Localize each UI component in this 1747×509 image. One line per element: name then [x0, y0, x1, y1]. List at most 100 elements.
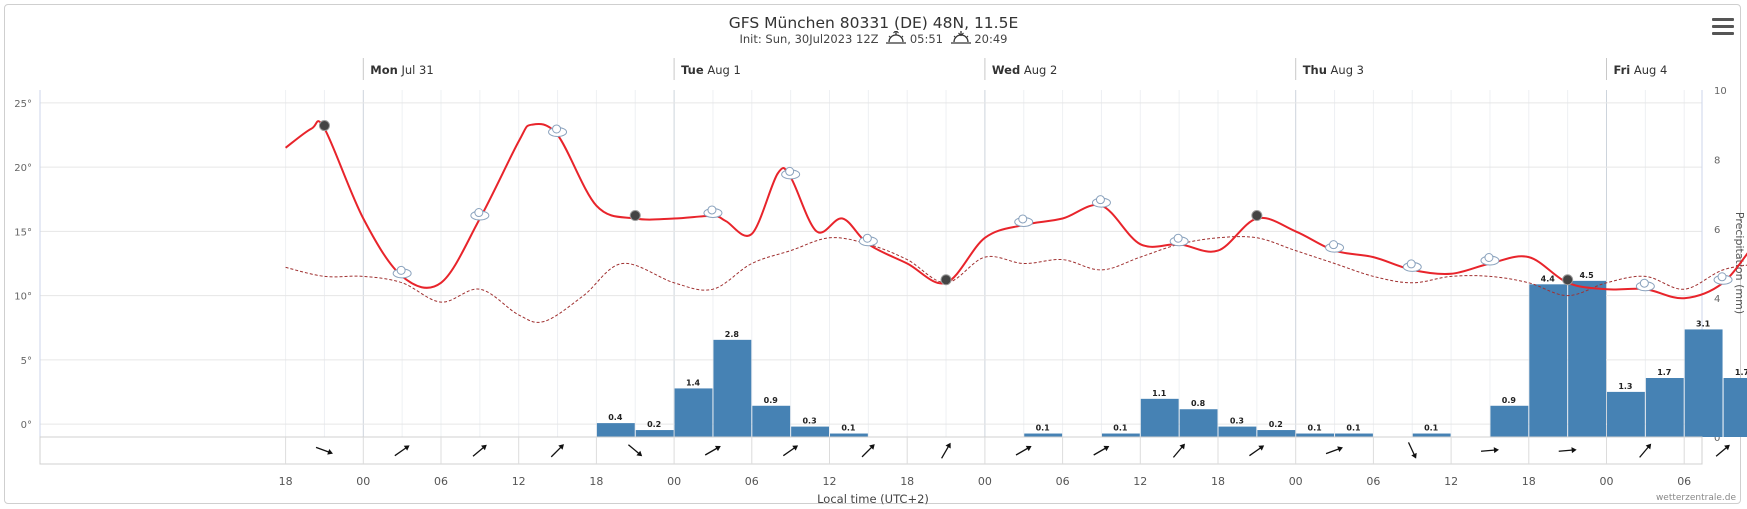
day-of-week: Wed: [992, 63, 1020, 77]
precip-label: 4.5: [1579, 271, 1594, 280]
hour-tick-label: 06: [1366, 475, 1380, 488]
day-label: Tue Aug 1: [681, 63, 741, 77]
cloud-icon: [1325, 240, 1345, 253]
wind-arrow: [1172, 443, 1185, 458]
cloud-puff: [552, 124, 562, 134]
precip-label: 2.8: [725, 330, 740, 339]
precip-bars: [596, 280, 1747, 437]
day-date: Aug 3: [1327, 63, 1364, 77]
wind-arrow: [1558, 447, 1577, 454]
day-label: Mon Jul 31: [370, 63, 433, 77]
horizontal-grid: [40, 102, 1702, 425]
precip-bar: [791, 426, 829, 437]
cloud-icon: [1014, 214, 1034, 227]
x-axis-title: Local time (UTC+2): [817, 492, 929, 506]
precip-bar: [1335, 433, 1373, 437]
moon-icon: [318, 120, 330, 132]
day-labels: Mon Jul 31 Tue Aug 1 Wed Aug 2 Thu Aug 3 Fri…: [362, 58, 1668, 80]
hour-tick-label: 12: [1444, 475, 1458, 488]
precip-tick-label: 0: [1714, 433, 1720, 444]
precip-tick-label: 8: [1714, 155, 1720, 166]
precip-bar: [1529, 284, 1568, 437]
wind-arrow-head: [327, 449, 333, 455]
wind-arrows: [285, 437, 1730, 464]
hour-tick-label: 06: [434, 475, 448, 488]
temp-tick-label: 0°: [21, 420, 32, 431]
precip-label: 1.1: [1152, 389, 1167, 398]
cloud-icon: [392, 265, 412, 279]
wind-arrow: [1093, 445, 1110, 456]
precip-bar: [1024, 433, 1063, 437]
wind-arrow: [1639, 443, 1652, 458]
hamburger-menu-icon[interactable]: [1712, 18, 1734, 36]
wind-arrow-head: [1103, 445, 1110, 452]
hour-ticks: 1800061218000612180006121800061218000612…: [279, 475, 1692, 488]
wind-arrow: [941, 442, 951, 459]
wind-arrow: [782, 445, 799, 457]
day-date: Aug 4: [1630, 63, 1667, 77]
sunrise-time: 05:51: [909, 32, 944, 46]
temperature-line: [285, 120, 1747, 300]
wind-arrow-head: [1571, 447, 1577, 454]
precip-bar: [1296, 433, 1335, 437]
temp-tick-label: 15°: [14, 227, 32, 238]
day-of-week: Tue: [681, 63, 704, 77]
wind-arrow-head: [1645, 443, 1652, 450]
day-label: Fri Aug 4: [1614, 63, 1668, 77]
sunset-time: 20:49: [974, 32, 1008, 46]
moon-icon: [940, 274, 952, 286]
wind-arrow: [861, 444, 875, 458]
precip-bar: [596, 423, 635, 437]
cloud-icon: [1635, 278, 1655, 292]
weather-symbols: [318, 120, 1733, 292]
wind-arrow-head: [869, 444, 875, 450]
precip-bar: [1490, 405, 1529, 437]
cloud-puff: [862, 233, 872, 243]
hour-tick-label: 18: [900, 475, 914, 488]
precip-label: 3.1: [1696, 319, 1711, 328]
precip-label: 0.1: [1346, 424, 1361, 433]
wind-arrow-head: [1337, 446, 1343, 452]
temp-tick-label: 10°: [14, 292, 32, 303]
cloud-icon: [781, 166, 801, 180]
precip-bar: [752, 405, 791, 437]
precip-bar: [713, 339, 752, 437]
temp-tick-label: 25°: [14, 99, 32, 110]
cloud-icon: [1713, 272, 1733, 285]
cloud-icon: [1480, 253, 1500, 266]
cloud-puff: [1018, 214, 1028, 224]
hour-tick-label: 00: [1600, 475, 1614, 488]
precip-tick-label: 10: [1714, 86, 1727, 97]
hour-tick-label: 00: [356, 475, 370, 488]
cloud-puff: [474, 208, 484, 218]
moon-icon: [629, 210, 641, 222]
sunset-icon: [950, 31, 971, 44]
day-date: Aug 1: [704, 63, 741, 77]
chart-frame: [4, 4, 1741, 504]
precip-label: 0.9: [1502, 396, 1517, 405]
wind-arrow-head: [636, 450, 643, 457]
precip-bar: [1723, 378, 1747, 437]
precip-label: 0.1: [841, 424, 856, 433]
wind-arrow-head: [792, 445, 799, 451]
wind-arrow-head: [558, 444, 564, 450]
wind-arrow-head: [1025, 445, 1032, 452]
day-label: Thu Aug 3: [1303, 63, 1364, 77]
chart-subtitle: Init: Sun, 30Jul2023 12Z 05:51 20:49: [0, 29, 1747, 46]
precip-bar: [1179, 409, 1218, 437]
day-date: Jul 31: [398, 63, 434, 77]
hour-tick-label: 18: [1211, 475, 1225, 488]
wind-arrow: [1480, 447, 1499, 454]
precip-label: 4.4: [1541, 274, 1556, 283]
hour-tick-label: 00: [667, 475, 681, 488]
precip-tick-label: 4: [1714, 294, 1720, 305]
cloud-puff: [1406, 259, 1416, 269]
cloud-puff: [785, 166, 795, 176]
precip-bar: [1257, 430, 1296, 437]
cloud-puff: [1173, 233, 1183, 243]
moon-icon: [1562, 274, 1574, 286]
precip-label: 1.4: [686, 378, 701, 387]
wind-arrow-head: [945, 442, 951, 449]
precip-label: 0.3: [802, 417, 816, 426]
